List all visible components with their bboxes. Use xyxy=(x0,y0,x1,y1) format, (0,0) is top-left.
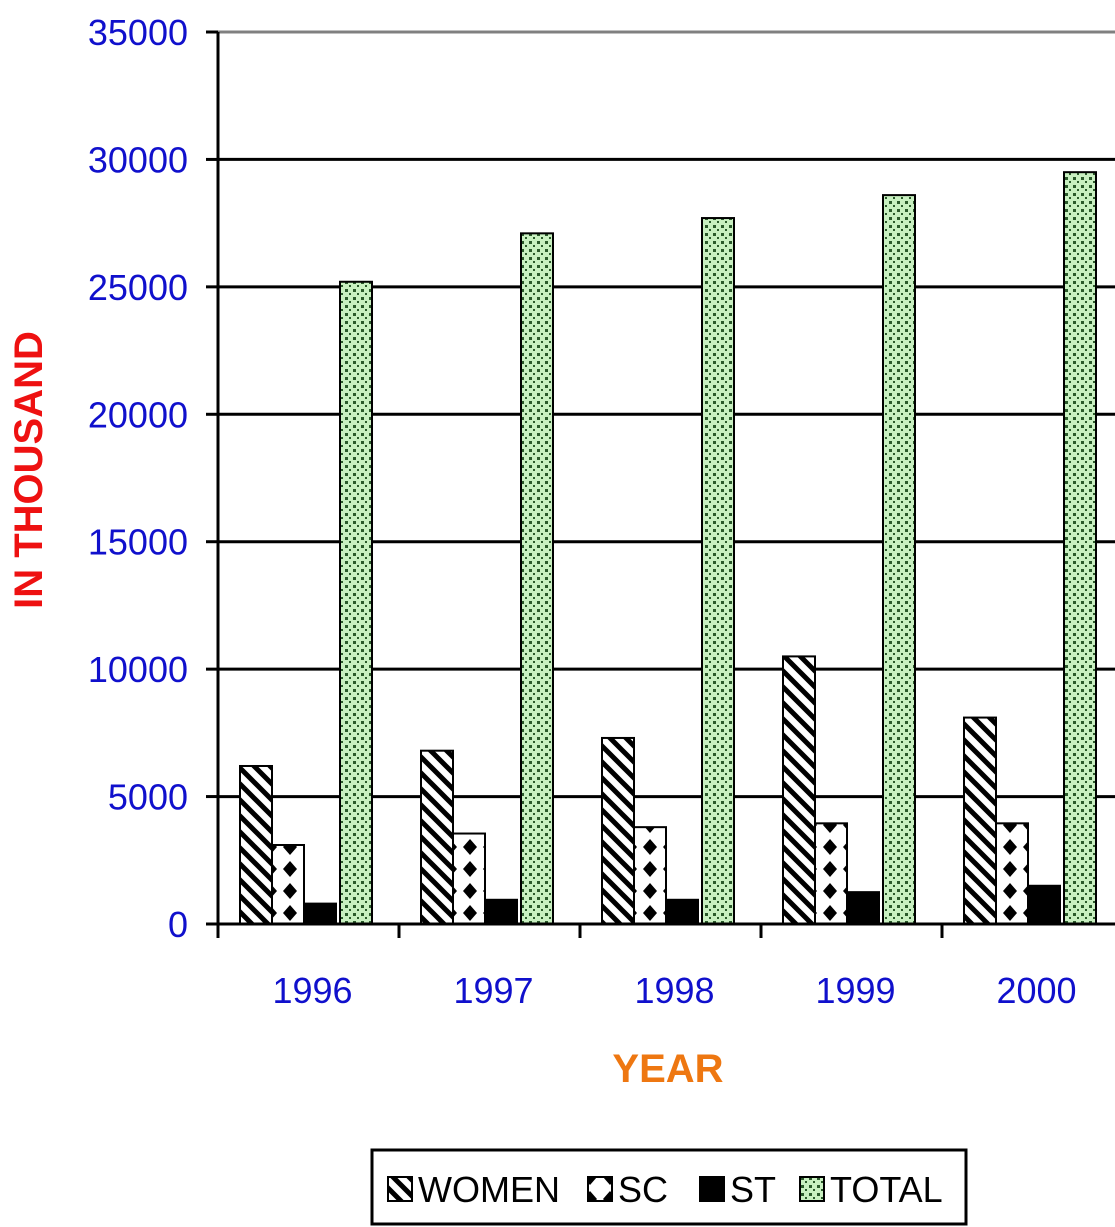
bar-total-1998 xyxy=(701,217,735,925)
legend: WOMEN SC ST TOTAL xyxy=(370,1148,968,1226)
bar-sc-1999 xyxy=(814,822,848,925)
x-tick-label: 1997 xyxy=(453,970,533,1011)
legend-swatch-total xyxy=(799,1176,825,1202)
y-tick-label: 25000 xyxy=(88,267,188,308)
bar-sc-1996 xyxy=(271,843,305,925)
bar-women-2000 xyxy=(963,716,997,926)
bar-total-1999 xyxy=(882,194,916,925)
legend-swatch-women xyxy=(387,1176,413,1202)
bar-women-1996 xyxy=(239,764,273,926)
legend-label-sc: SC xyxy=(618,1169,668,1210)
bar-total-2000 xyxy=(1063,171,1097,925)
x-tick-labels: 1996 1997 1998 1999 2000 xyxy=(272,970,1076,1011)
y-tick-labels: 0 5000 10000 15000 20000 25000 30000 35000 xyxy=(88,12,188,945)
bar-st-1999 xyxy=(846,891,880,926)
y-tick-label: 35000 xyxy=(88,12,188,53)
y-tick-label: 15000 xyxy=(88,522,188,563)
bar-total-1997 xyxy=(520,232,554,925)
legend-label-st: ST xyxy=(730,1169,776,1210)
bar-sc-1998 xyxy=(633,826,667,926)
x-tick-label: 1998 xyxy=(634,970,714,1011)
legend-swatch-sc xyxy=(587,1176,613,1202)
legend-swatch-st xyxy=(699,1176,725,1202)
bar-st-1998 xyxy=(665,898,699,926)
legend-label-women: WOMEN xyxy=(418,1169,560,1210)
bars xyxy=(239,171,1097,926)
bar-st-2000 xyxy=(1027,884,1061,925)
y-tick-label: 30000 xyxy=(88,139,188,180)
bar-women-1999 xyxy=(782,655,816,926)
x-axis-title: YEAR xyxy=(612,1047,723,1091)
x-tick-label: 1999 xyxy=(815,970,895,1011)
y-axis-title: IN THOUSAND xyxy=(7,331,51,609)
y-tick-label: 20000 xyxy=(88,394,188,435)
bar-sc-2000 xyxy=(995,822,1029,925)
y-tick-label: 10000 xyxy=(88,649,188,690)
y-tick-label: 5000 xyxy=(108,777,188,818)
x-tick-label: 2000 xyxy=(996,970,1076,1011)
bar-women-1997 xyxy=(420,749,454,925)
y-tick-label: 0 xyxy=(168,904,188,945)
bar-sc-1997 xyxy=(452,832,486,925)
x-tick-label: 1996 xyxy=(272,970,352,1011)
axes xyxy=(216,32,1115,938)
bar-st-1997 xyxy=(484,898,518,926)
bar-total-1996 xyxy=(339,280,373,925)
legend-label-total: TOTAL xyxy=(830,1169,943,1210)
bar-women-1998 xyxy=(601,736,635,925)
legend-box xyxy=(370,1148,968,1226)
bar-st-1996 xyxy=(303,902,337,926)
